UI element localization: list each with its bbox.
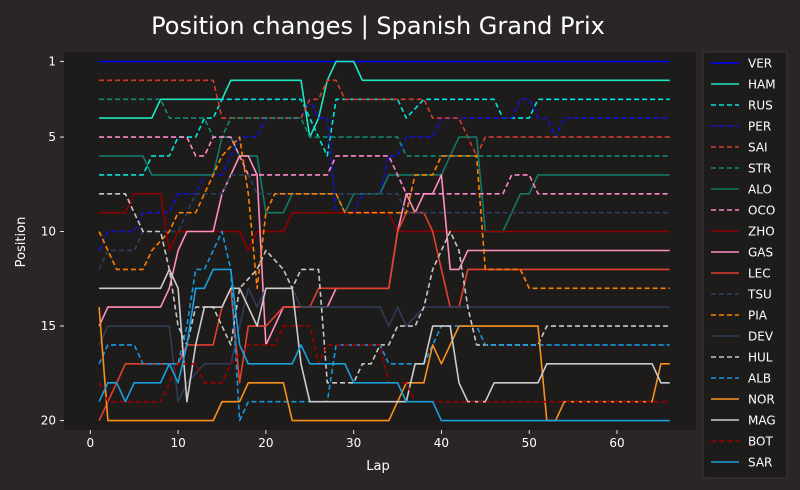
legend-label-tsu: TSU <box>747 288 772 302</box>
series-line-tsu <box>98 174 670 270</box>
series-line-rus <box>99 98 670 176</box>
x-tick-label: 50 <box>522 436 537 450</box>
x-tick-label: 20 <box>258 436 273 450</box>
series-line-oco <box>99 136 670 195</box>
x-tick-label: 40 <box>434 436 449 450</box>
series-line-hul <box>99 193 670 384</box>
legend-label-gas: GAS <box>748 246 773 260</box>
legend-label-bot: BOT <box>748 435 773 449</box>
legend-label-oco: OCO <box>748 204 775 218</box>
legend-label-sar: SAR <box>748 456 772 470</box>
y-tick-label: 10 <box>41 225 56 239</box>
legend-label-sai: SAI <box>748 141 768 155</box>
chart-title: Position changes | Spanish Grand Prix <box>151 12 605 40</box>
legend-label-zho: ZHO <box>748 225 775 239</box>
legend: VER HAM RUS PER SAI STR ALO OCO ZHO GAS LEC TSU PIA D… <box>702 51 788 479</box>
legend-label-lec: LEC <box>748 267 771 281</box>
series-line-sar <box>98 268 670 422</box>
series-line-mag <box>99 268 670 403</box>
series-line-pia <box>98 136 670 290</box>
series-line-dev <box>98 287 670 403</box>
series-line-sai <box>99 79 670 157</box>
series-line-alb <box>98 230 670 422</box>
y-tick-label: 20 <box>41 414 56 428</box>
series-line-zho <box>99 193 670 252</box>
legend-label-alo: ALO <box>748 183 772 197</box>
series-line-per <box>98 98 670 251</box>
x-tick-label: 30 <box>346 436 361 450</box>
series-line-alo <box>99 136 670 233</box>
y-tick-label: 5 <box>48 130 56 144</box>
y-tick-label: 1 <box>48 54 56 68</box>
legend-label-hul: HUL <box>748 351 773 365</box>
series-line-nor <box>98 307 670 422</box>
legend-label-per: PER <box>748 120 771 134</box>
legend-label-rus: RUS <box>748 99 773 113</box>
legend-label-alb: ALB <box>748 372 771 386</box>
y-axis-label: Position <box>14 217 29 268</box>
x-tick-label: 0 <box>87 436 95 450</box>
legend-label-dev: DEV <box>748 330 774 344</box>
legend-label-str: STR <box>748 162 771 176</box>
axes-background <box>64 52 696 430</box>
legend-label-ver: VER <box>748 57 772 71</box>
x-tick-label: 60 <box>609 436 624 450</box>
x-axis-label: Lap <box>366 459 389 474</box>
x-tick-label: 10 <box>170 436 185 450</box>
legend-label-nor: NOR <box>748 393 775 407</box>
legend-label-ham: HAM <box>748 78 776 92</box>
y-tick-label: 15 <box>41 319 56 333</box>
legend-frame <box>702 51 788 479</box>
series-line-bot <box>98 325 670 403</box>
legend-label-pia: PIA <box>748 309 768 323</box>
legend-label-mag: MAG <box>748 414 776 428</box>
